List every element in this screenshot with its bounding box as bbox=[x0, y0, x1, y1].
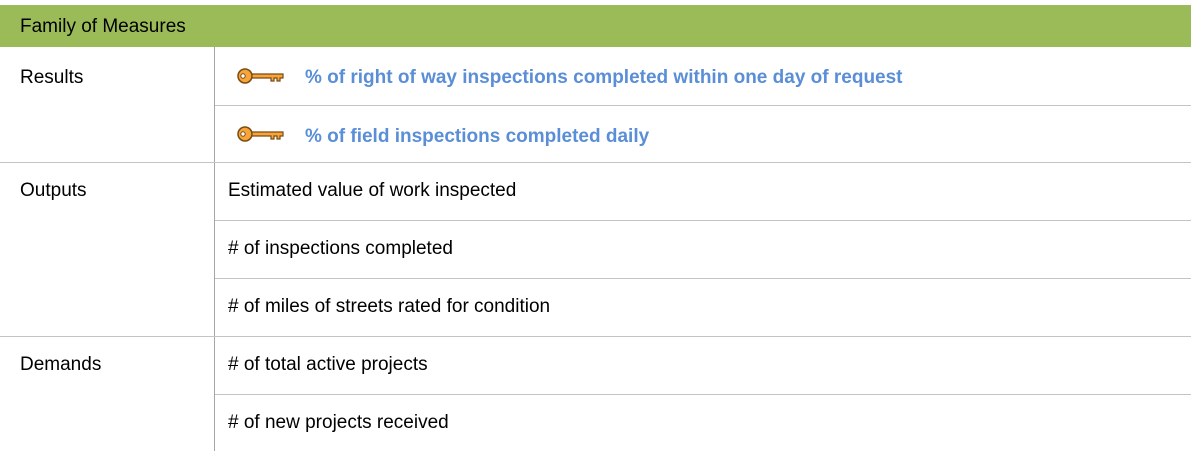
key-icon bbox=[237, 68, 284, 84]
header-bar: Family of Measures bbox=[0, 5, 1191, 47]
key-icon bbox=[237, 126, 284, 142]
demand-measure: # of total active projects bbox=[228, 354, 428, 375]
column-divider bbox=[214, 47, 215, 451]
section-line bbox=[0, 336, 1191, 337]
section-label: Demands bbox=[20, 354, 102, 375]
demand-measure: # of new projects received bbox=[228, 412, 449, 433]
result-measure: % of right of way inspections completed … bbox=[305, 67, 903, 88]
result-measure: % of field inspections completed daily bbox=[305, 126, 650, 147]
header-title: Family of Measures bbox=[20, 16, 186, 37]
output-measure: # of miles of streets rated for conditio… bbox=[228, 296, 551, 317]
output-measure: Estimated value of work inspected bbox=[228, 180, 517, 201]
section-label: Outputs bbox=[20, 180, 87, 201]
section-line bbox=[0, 162, 1191, 163]
row-line bbox=[215, 220, 1191, 221]
row-line bbox=[215, 105, 1191, 106]
output-measure: # of inspections completed bbox=[228, 238, 453, 259]
row-line bbox=[215, 278, 1191, 279]
section-label: Results bbox=[20, 67, 84, 88]
row-line bbox=[215, 394, 1191, 395]
